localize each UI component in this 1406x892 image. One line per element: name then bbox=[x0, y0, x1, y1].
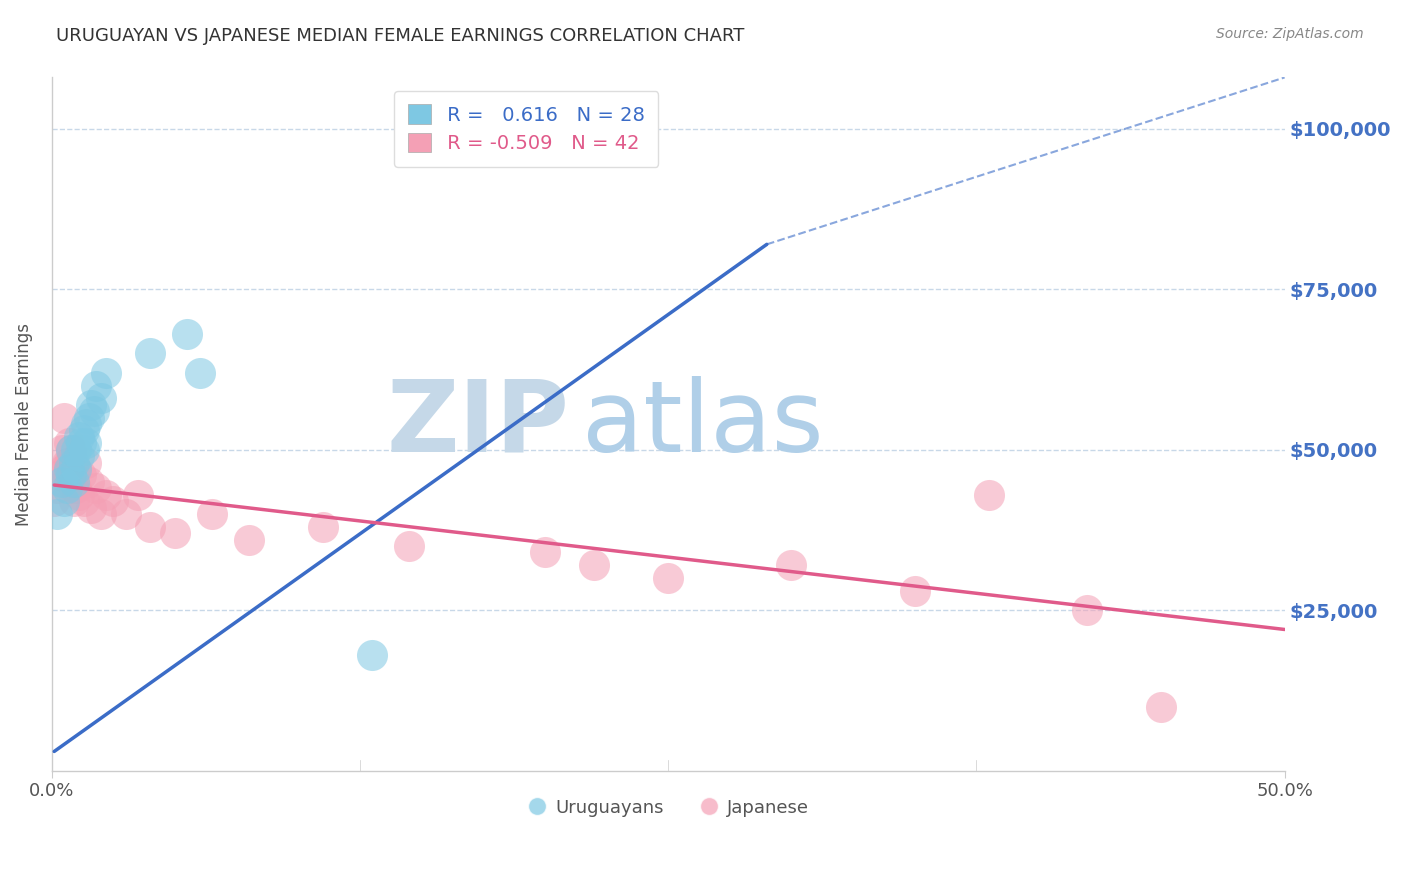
Point bbox=[60, 468, 83, 483]
Point bbox=[904, 584, 927, 599]
Text: atlas: atlas bbox=[582, 376, 824, 473]
Text: Source: ZipAtlas.com: Source: ZipAtlas.com bbox=[1216, 27, 1364, 41]
Point bbox=[114, 507, 136, 521]
Point bbox=[1076, 603, 1098, 617]
Point bbox=[361, 648, 384, 662]
Point bbox=[188, 366, 211, 380]
Point bbox=[58, 456, 80, 470]
Point bbox=[63, 456, 86, 470]
Point bbox=[83, 404, 105, 418]
Point bbox=[60, 462, 83, 476]
Point bbox=[58, 462, 80, 476]
Point bbox=[977, 488, 1000, 502]
Point bbox=[45, 481, 67, 495]
Text: ZIP: ZIP bbox=[387, 376, 569, 473]
Point bbox=[65, 442, 87, 457]
Y-axis label: Median Female Earnings: Median Female Earnings bbox=[15, 323, 32, 525]
Point bbox=[58, 436, 80, 450]
Point bbox=[75, 417, 97, 431]
Point bbox=[127, 488, 149, 502]
Point bbox=[73, 424, 96, 438]
Point bbox=[65, 462, 87, 476]
Point bbox=[55, 456, 77, 470]
Point bbox=[90, 392, 112, 406]
Point bbox=[139, 346, 162, 360]
Point bbox=[780, 558, 803, 573]
Point bbox=[94, 366, 117, 380]
Point bbox=[163, 526, 186, 541]
Point bbox=[63, 481, 86, 495]
Point bbox=[53, 410, 76, 425]
Point bbox=[65, 481, 87, 495]
Point bbox=[53, 494, 76, 508]
Point bbox=[60, 442, 83, 457]
Point bbox=[90, 507, 112, 521]
Point bbox=[75, 436, 97, 450]
Point bbox=[63, 475, 86, 489]
Point bbox=[73, 494, 96, 508]
Point bbox=[45, 507, 67, 521]
Point bbox=[67, 488, 90, 502]
Point bbox=[65, 462, 87, 476]
Point bbox=[63, 494, 86, 508]
Point bbox=[398, 539, 420, 553]
Point bbox=[1150, 699, 1173, 714]
Point bbox=[657, 571, 679, 585]
Point bbox=[73, 442, 96, 457]
Point bbox=[60, 442, 83, 457]
Point bbox=[77, 475, 100, 489]
Point bbox=[70, 468, 93, 483]
Point bbox=[312, 520, 335, 534]
Point bbox=[534, 545, 557, 559]
Point bbox=[75, 456, 97, 470]
Point bbox=[67, 430, 90, 444]
Point bbox=[48, 468, 70, 483]
Point bbox=[84, 481, 107, 495]
Point bbox=[583, 558, 606, 573]
Point bbox=[77, 410, 100, 425]
Point bbox=[55, 481, 77, 495]
Point bbox=[55, 468, 77, 483]
Point bbox=[53, 462, 76, 476]
Point bbox=[80, 500, 103, 515]
Text: URUGUAYAN VS JAPANESE MEDIAN FEMALE EARNINGS CORRELATION CHART: URUGUAYAN VS JAPANESE MEDIAN FEMALE EARN… bbox=[56, 27, 745, 45]
Point bbox=[139, 520, 162, 534]
Point bbox=[201, 507, 224, 521]
Point bbox=[238, 533, 260, 547]
Point bbox=[51, 475, 73, 489]
Point bbox=[44, 494, 66, 508]
Point bbox=[70, 436, 93, 450]
Point bbox=[67, 449, 90, 463]
Point bbox=[80, 398, 103, 412]
Point bbox=[51, 442, 73, 457]
Legend: Uruguayans, Japanese: Uruguayans, Japanese bbox=[520, 791, 815, 824]
Point bbox=[94, 488, 117, 502]
Point bbox=[103, 494, 125, 508]
Point bbox=[176, 327, 198, 342]
Point bbox=[84, 378, 107, 392]
